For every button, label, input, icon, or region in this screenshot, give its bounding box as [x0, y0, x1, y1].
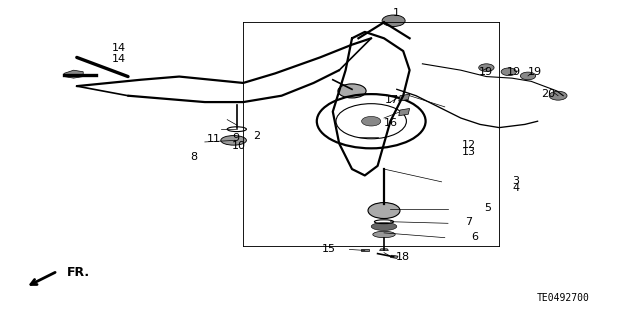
Ellipse shape: [372, 231, 396, 238]
Text: 11: 11: [207, 134, 221, 144]
Text: 7: 7: [465, 217, 472, 227]
Circle shape: [549, 91, 567, 100]
Text: 10: 10: [232, 141, 246, 151]
Ellipse shape: [221, 136, 246, 145]
Text: 15: 15: [322, 244, 336, 255]
Text: 9: 9: [232, 133, 239, 143]
Text: 17: 17: [385, 95, 399, 105]
Text: 18: 18: [396, 252, 410, 262]
Ellipse shape: [371, 223, 397, 231]
Circle shape: [338, 84, 366, 98]
Circle shape: [382, 15, 405, 26]
Polygon shape: [399, 108, 410, 116]
Text: 19: 19: [479, 67, 493, 77]
Text: FR.: FR.: [67, 266, 90, 279]
Text: 13: 13: [462, 147, 476, 158]
Text: 2: 2: [253, 130, 260, 141]
Text: 12: 12: [462, 140, 476, 150]
Text: 4: 4: [512, 183, 519, 193]
Text: 14: 14: [112, 54, 126, 64]
Text: 14: 14: [112, 43, 126, 53]
Circle shape: [520, 72, 536, 80]
Text: 3: 3: [512, 176, 519, 186]
Circle shape: [362, 116, 381, 126]
Text: 8: 8: [190, 152, 197, 162]
Polygon shape: [399, 94, 410, 101]
Polygon shape: [64, 70, 83, 78]
Circle shape: [368, 203, 400, 219]
Polygon shape: [390, 255, 398, 258]
Text: 16: 16: [384, 118, 398, 128]
Text: 1: 1: [393, 8, 400, 18]
Text: 19: 19: [507, 67, 521, 77]
Polygon shape: [380, 249, 388, 250]
Polygon shape: [361, 249, 369, 251]
Text: 19: 19: [528, 67, 542, 77]
Text: 6: 6: [471, 232, 478, 242]
Text: 5: 5: [484, 203, 492, 213]
Circle shape: [479, 64, 494, 71]
Text: TE0492700: TE0492700: [537, 293, 589, 303]
Text: 20: 20: [541, 89, 555, 99]
Circle shape: [501, 68, 516, 76]
